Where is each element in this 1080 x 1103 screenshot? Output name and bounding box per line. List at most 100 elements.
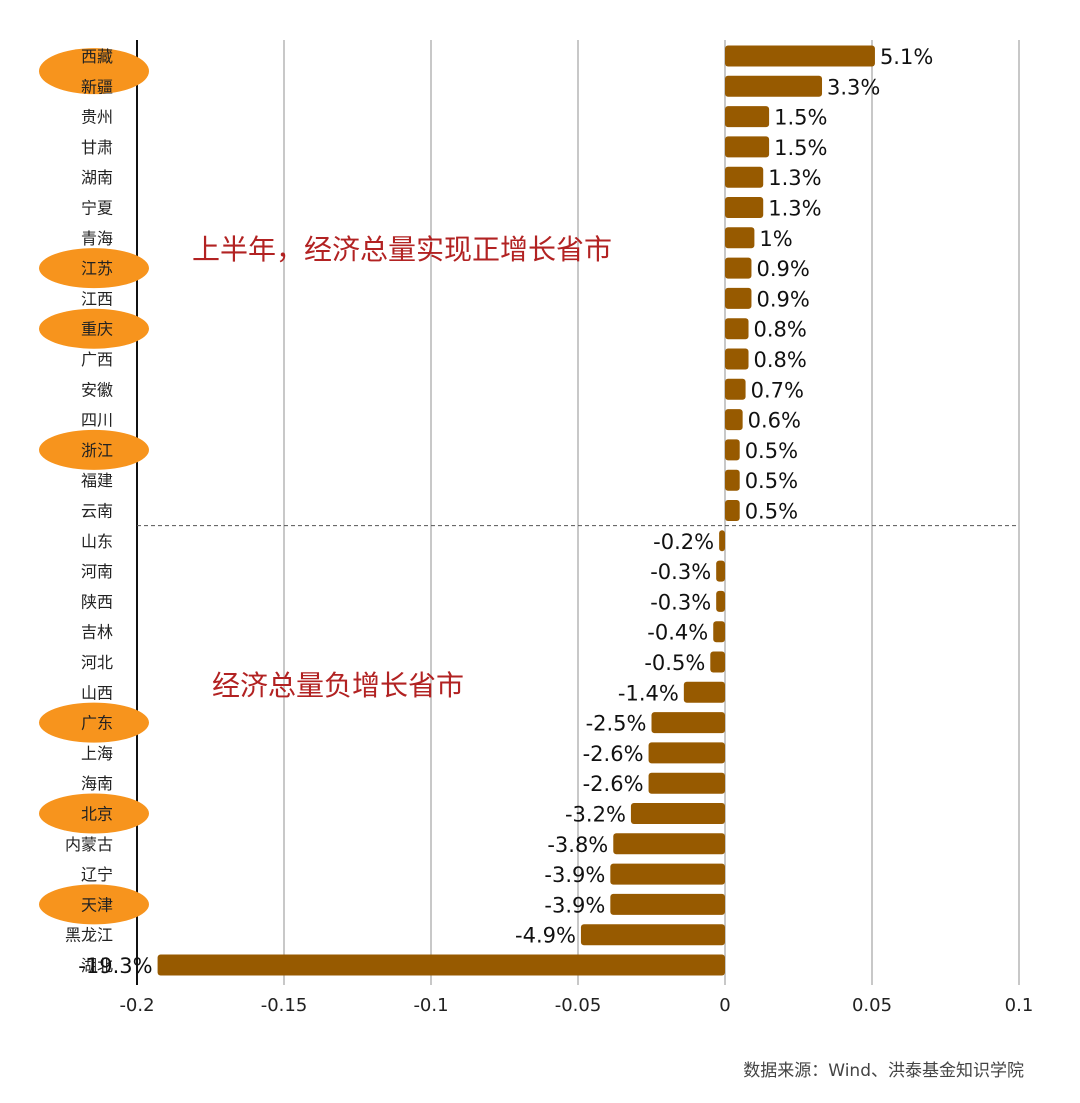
bar <box>725 136 770 158</box>
data-label: 1.5% <box>774 136 827 160</box>
highlight-ellipse <box>39 884 149 925</box>
data-label: -3.2% <box>565 803 626 827</box>
category-label: 西藏 <box>81 47 113 66</box>
data-label: -3.9% <box>544 893 605 917</box>
data-label: 0.5% <box>745 439 798 463</box>
data-label: 0.9% <box>756 257 809 281</box>
data-label: -0.5% <box>644 651 705 675</box>
category-label: 青海 <box>81 229 113 248</box>
bar <box>725 287 752 309</box>
data-label: -3.9% <box>544 863 605 887</box>
category-label: 辽宁 <box>81 865 113 884</box>
data-label: -0.2% <box>653 530 714 554</box>
bar <box>648 742 725 764</box>
highlight-ellipse <box>39 248 149 289</box>
data-label: -0.3% <box>650 590 711 614</box>
category-label: 广东 <box>81 714 113 733</box>
category-label: 海南 <box>81 774 113 793</box>
data-label: -0.3% <box>650 560 711 584</box>
data-label: 0.8% <box>754 348 807 372</box>
category-label: 甘肃 <box>81 138 113 157</box>
bar <box>580 924 725 946</box>
bar <box>610 893 725 915</box>
category-label: 天津 <box>81 895 113 914</box>
bar <box>716 590 725 612</box>
data-label: -19.3% <box>78 954 152 978</box>
category-label: 福建 <box>81 471 113 490</box>
category-label: 北京 <box>81 805 113 824</box>
data-label: -2.5% <box>586 712 647 736</box>
data-label: 0.7% <box>751 378 804 402</box>
data-label: -4.9% <box>515 924 576 948</box>
category-label: 山东 <box>81 532 113 551</box>
category-label: 贵州 <box>81 108 113 127</box>
data-label: -0.4% <box>647 621 708 645</box>
data-label: 0.9% <box>756 287 809 311</box>
highlight-ellipse <box>39 793 149 834</box>
bar <box>725 500 740 521</box>
category-label: 吉林 <box>81 623 113 642</box>
bar <box>157 954 725 976</box>
source-note: 数据来源：Wind、洪泰基金知识学院 <box>743 1061 1024 1081</box>
data-label: 0.5% <box>745 469 798 493</box>
category-label: 山西 <box>81 683 113 702</box>
bar <box>710 651 725 673</box>
data-label: 0.6% <box>748 409 801 433</box>
data-label: -1.4% <box>618 681 679 705</box>
x-tick-label: 0.1 <box>1005 995 1034 1016</box>
data-label: 1% <box>759 227 792 251</box>
bar <box>630 803 725 824</box>
data-label: 3.3% <box>827 75 880 99</box>
bar <box>725 439 740 461</box>
bar <box>651 712 725 734</box>
category-label: 安徽 <box>81 380 113 399</box>
data-label: 1.3% <box>768 197 821 221</box>
data-label: -2.6% <box>583 742 644 766</box>
category-label: 浙江 <box>81 441 113 460</box>
category-label: 云南 <box>81 502 113 521</box>
bar <box>725 227 755 249</box>
bar <box>648 772 725 794</box>
highlight-ellipse <box>39 429 149 470</box>
data-label: -3.8% <box>547 833 608 857</box>
bar <box>725 409 743 431</box>
category-label: 广西 <box>81 350 113 369</box>
bar <box>725 166 764 188</box>
bar <box>725 106 770 128</box>
category-label: 湖南 <box>81 168 113 187</box>
category-label: 重庆 <box>81 320 113 339</box>
highlight-ellipse <box>39 308 149 349</box>
data-label: 5.1% <box>880 45 933 69</box>
bar <box>613 833 725 855</box>
category-label: 河北 <box>81 653 113 672</box>
bar <box>725 75 823 97</box>
category-label: 河南 <box>81 562 113 581</box>
category-label: 陕西 <box>81 592 113 611</box>
bar <box>725 197 764 218</box>
bar <box>725 318 749 340</box>
annotation-positive: 上半年，经济总量实现正增长省市 <box>192 233 613 266</box>
category-label: 江苏 <box>81 259 113 278</box>
data-label: -2.6% <box>583 772 644 796</box>
category-label: 上海 <box>81 744 113 763</box>
category-label: 新疆 <box>81 77 113 96</box>
x-tick-label: 0 <box>719 995 730 1016</box>
annotation-negative: 经济总量负增长省市 <box>212 669 465 702</box>
data-label: 1.3% <box>768 166 821 190</box>
category-label: 湖北 <box>81 956 113 975</box>
data-label: 0.8% <box>754 318 807 342</box>
x-tick-label: -0.2 <box>119 995 154 1016</box>
bar <box>716 560 725 582</box>
category-label: 四川 <box>81 411 113 430</box>
data-label: 1.5% <box>774 106 827 130</box>
bar <box>725 469 740 491</box>
highlight-ellipse <box>39 48 149 95</box>
bar <box>683 681 725 703</box>
category-label: 黑龙江 <box>65 926 113 945</box>
x-tick-label: -0.15 <box>261 995 308 1016</box>
bar <box>725 45 875 67</box>
x-tick-label: 0.05 <box>852 995 892 1016</box>
bar <box>725 378 746 400</box>
data-label: 0.5% <box>745 500 798 524</box>
